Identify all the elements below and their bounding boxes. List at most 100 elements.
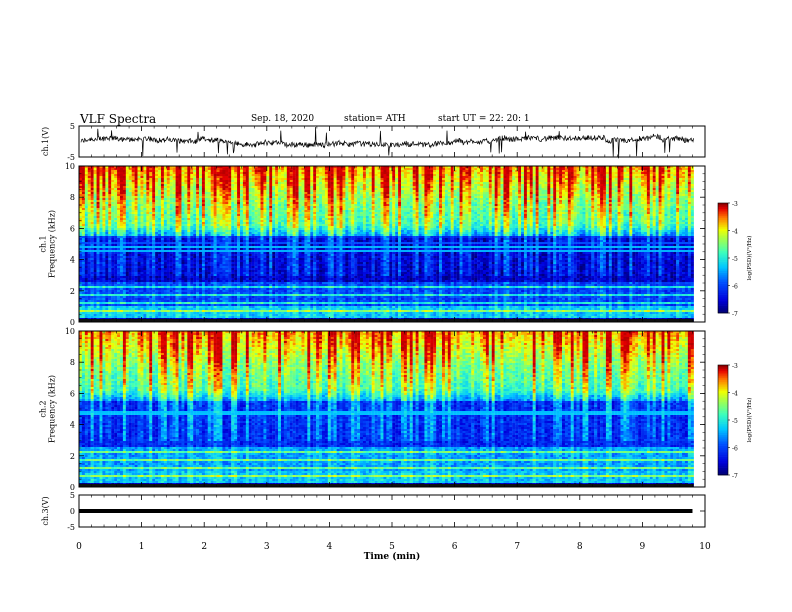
spectrogram-cell [231,192,235,195]
spectrogram-cell [667,170,671,173]
spectrogram-cell [638,192,642,195]
spectrogram-cell [160,208,165,211]
spectrogram-cell [295,174,299,177]
spectrogram-cell [178,194,182,197]
spectrogram-cell [155,166,159,169]
spectrogram-cell [307,196,311,199]
spectrogram-cell [652,174,656,177]
spectrogram-cell [687,198,691,201]
spectrogram-cell [245,192,249,195]
spectrogram-cell [526,188,530,191]
spectrogram-cell [559,188,563,191]
spectrogram-cell [506,206,510,209]
spectrogram-cell [474,194,478,197]
spectrogram-cell [605,188,609,191]
spectrogram-cell [608,170,612,173]
spectrogram-cell [225,212,229,215]
spectrogram-cell [137,176,141,179]
spectrogram-cell [503,202,507,205]
spectrogram-cell [275,168,279,171]
spectrogram-cell [368,198,372,201]
spectrogram-cell [638,184,642,187]
spectrogram-cell [512,178,516,181]
spectrogram-cell [462,190,466,193]
spectrogram-cell [125,210,129,213]
spectrogram-cell [275,184,279,187]
spectrogram-cell [316,204,320,207]
spectrogram-cell [234,170,238,173]
spectrogram-cell [444,196,448,199]
spectrogram-cell [395,182,399,185]
spectrogram-cell [351,188,355,191]
spectrogram-cell [427,166,431,169]
spectrogram-cell [231,196,235,199]
spectrogram-cell [204,208,208,211]
spectrogram-cell [614,170,618,173]
spectrogram-cell [119,170,124,173]
spectrogram-cell [354,170,358,173]
spectrogram-cell [79,200,83,203]
spectrogram-cell [480,176,484,179]
spectrogram-cell [667,196,671,199]
spectrogram-cell [409,182,413,185]
spectrogram-cell [485,200,489,203]
spectrogram-cell [427,178,431,181]
spectrogram-cell [140,192,144,195]
spectrogram-cell [459,190,463,193]
spectrogram-cell [617,186,621,189]
spectrogram-cell [389,190,393,193]
spectrogram-cell [602,182,607,185]
spectrogram-cell [81,168,86,171]
spectrogram-cell [462,194,466,197]
spectrogram-cell [122,206,126,209]
spectrogram-cell [430,174,434,177]
spectrogram-cell [638,194,642,197]
spectrogram-cell [122,196,126,199]
spectrogram-cell [128,168,132,171]
spectrogram-cell [447,198,451,201]
spectrogram-cell [512,200,516,203]
spectrogram-cell [155,206,159,209]
spectrogram-cell [521,198,525,201]
spectrogram-cell [664,172,668,175]
spectrogram-cell [597,178,601,181]
spectrogram-cell [84,200,88,203]
spectrogram-cell [462,202,466,205]
spectrogram-cell [494,182,498,185]
spectrogram-cell [482,188,487,191]
spectrogram-cell [684,182,689,185]
spectrogram-cell [336,182,340,185]
spectrogram-cell [219,194,223,197]
spectrogram-cell [131,204,135,207]
spectrogram-cell [553,182,557,185]
spectrogram-cell [108,208,112,211]
spectrogram-cell [240,188,244,191]
spectrogram-cell [456,210,460,213]
spectrogram-cell [228,188,232,191]
spectrogram-cell [307,188,311,191]
spectrogram-cell [658,168,662,171]
spectrogram-cell [462,184,466,187]
spectrogram-cell [638,200,642,203]
spectrogram-cell [134,204,138,207]
spectrogram-cell [465,182,469,185]
spectrogram-cell [228,190,232,193]
spectrogram-cell [313,204,317,207]
spectrogram-cell [374,190,378,193]
spectrogram-cell [251,200,255,203]
spectrogram-cell [248,168,252,171]
spectrogram-cell [667,166,671,169]
spectrogram-cell [119,180,124,183]
spectrogram-cell [155,200,159,203]
spectrogram-cell [687,186,691,189]
spectrogram-cell [415,182,419,185]
spectrogram-cell [187,176,191,179]
spectrogram-cell [319,184,323,187]
spectrogram-cell [503,174,507,177]
spectrogram-cell [122,202,126,205]
spectrogram-cell [380,200,384,203]
spectrogram-cell [237,206,241,209]
spectrogram-cell [79,198,83,201]
spectrogram-cell [199,200,203,203]
spectrogram-cell [617,196,621,199]
